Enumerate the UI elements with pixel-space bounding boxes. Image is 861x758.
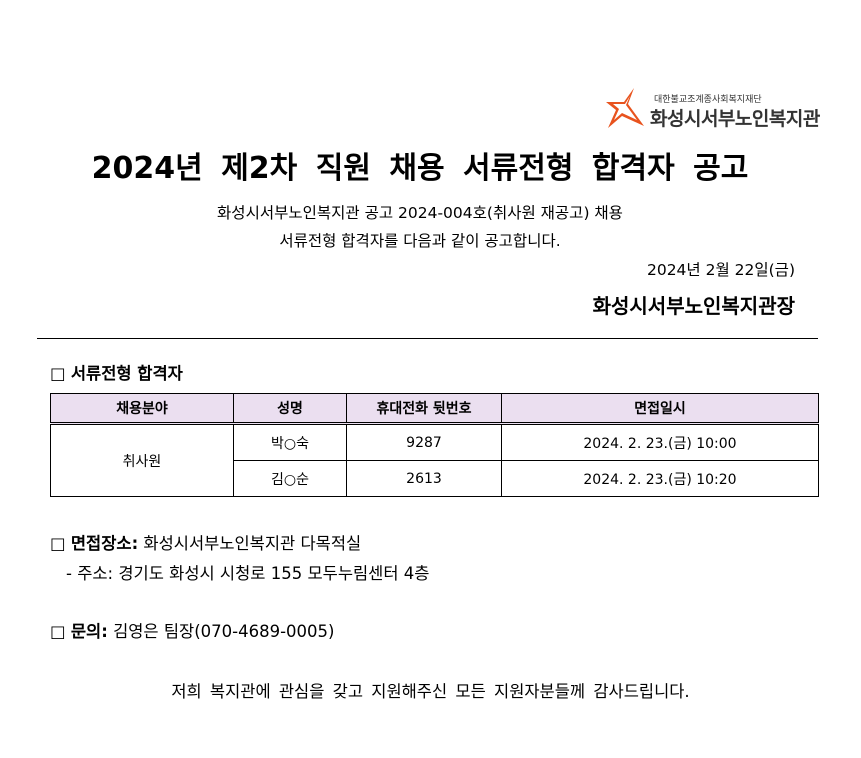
checkbox-icon: □: [50, 364, 66, 383]
header-name: 성명: [233, 393, 347, 425]
intro-line-1: 화성시서부노인복지관 공고 2024-004호(취사원 재공고) 채용: [217, 204, 623, 222]
divider: [37, 338, 818, 339]
cell-name: 김○순: [233, 460, 347, 497]
cell-phone: 9287: [346, 423, 502, 461]
announcement-date: 2024년 2월 22일(금): [646, 261, 795, 279]
page-title: 2024년 제2차 직원 채용 서류전형 합격자 공고: [91, 151, 749, 186]
venue-value: 화성시서부노인복지관 다목적실: [143, 534, 362, 553]
section-passers: □ 서류전형 합격자: [50, 360, 183, 384]
cell-datetime: 2024. 2. 23.(금) 10:00: [501, 423, 819, 461]
organization-logo: 대한불교조계종사회복지재단 화성시서부노인복지관: [604, 86, 824, 130]
star-logo-icon: [606, 88, 644, 128]
cell-phone: 2613: [346, 460, 502, 497]
inquiry-label: 문의:: [70, 622, 108, 641]
foundation-name: 대한불교조계종사회복지재단: [654, 95, 762, 105]
closing-message: 저희 복지관에 관심을 갖고 지원해주신 모든 지원자분들께 감사드립니다.: [171, 682, 690, 701]
intro-line-2: 서류전형 합격자를 다음과 같이 공고합니다.: [279, 232, 561, 250]
venue-address: - 주소: 경기도 화성시 시청로 155 모두누림센터 4층: [66, 564, 430, 583]
section-venue: □ 면접장소: 화성시서부노인복지관 다목적실: [50, 530, 361, 554]
inquiry-value: 김영은 팀장(070-4689-0005): [113, 622, 335, 641]
cell-name: 박○숙: [233, 423, 347, 461]
header-phone: 휴대전화 뒷번호: [346, 393, 502, 425]
header-datetime: 면접일시: [501, 393, 819, 425]
header-field: 채용분야: [50, 393, 234, 425]
signer: 화성시서부노인복지관장: [592, 294, 795, 318]
logo-org-name: 화성시서부노인복지관: [650, 108, 820, 130]
table-row: 김○순 2613 2024. 2. 23.(금) 10:20: [51, 460, 819, 497]
table-row: 취사원 박○숙 9287 2024. 2. 23.(금) 10:00: [50, 423, 819, 497]
table-header: 채용분야 성명 휴대전화 뒷번호 면접일시: [50, 393, 819, 425]
checkbox-icon: □: [50, 534, 66, 553]
section-heading: 서류전형 합격자: [70, 364, 183, 383]
checkbox-icon: □: [50, 622, 66, 641]
cell-datetime: 2024. 2. 23.(금) 10:20: [501, 460, 819, 497]
section-inquiry: □ 문의: 김영은 팀장(070-4689-0005): [50, 618, 334, 642]
cell-field: 취사원: [50, 423, 234, 497]
passers-table: 채용분야 성명 휴대전화 뒷번호 면접일시 취사원 박○숙 9287 2024.…: [50, 393, 819, 497]
venue-label: 면접장소:: [70, 534, 139, 553]
